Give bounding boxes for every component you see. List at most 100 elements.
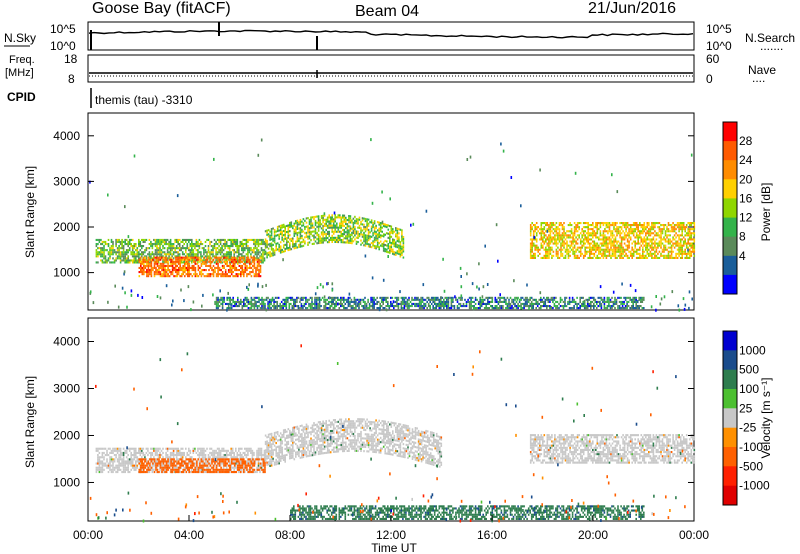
data-cell <box>184 271 186 274</box>
data-cell <box>264 298 266 301</box>
data-cell <box>557 252 559 255</box>
data-cell <box>287 298 289 301</box>
data-cell <box>605 236 608 239</box>
data-cell <box>557 254 559 257</box>
data-cell <box>620 238 623 241</box>
data-cell <box>319 235 321 238</box>
data-cell <box>177 271 180 274</box>
data-cell <box>285 300 288 303</box>
data-cell <box>585 252 588 255</box>
data-cell <box>259 269 262 272</box>
data-cell <box>393 253 396 256</box>
data-cell <box>654 256 656 259</box>
data-cell <box>238 300 241 303</box>
data-cell <box>602 238 605 241</box>
data-cell <box>279 228 282 231</box>
data-cell <box>201 247 204 250</box>
data-cell <box>616 226 618 229</box>
data-cell <box>199 256 201 259</box>
data-cell <box>323 222 326 225</box>
data-cell <box>343 224 346 227</box>
data-cell <box>247 266 250 269</box>
data-cell <box>146 262 148 265</box>
data-cell <box>511 307 513 310</box>
data-cell <box>160 243 163 246</box>
data-cell <box>502 149 505 153</box>
data-cell <box>313 216 315 219</box>
data-cell <box>648 228 650 231</box>
data-cell <box>541 300 544 303</box>
data-cell <box>346 241 349 244</box>
data-cell <box>511 300 513 303</box>
data-cell <box>115 243 117 246</box>
data-cell <box>148 247 151 250</box>
data-cell <box>320 215 323 218</box>
data-cell <box>403 296 406 299</box>
data-cell <box>242 255 245 258</box>
data-cell <box>257 238 260 241</box>
data-cell <box>631 246 633 249</box>
data-cell <box>243 273 245 276</box>
data-cell <box>593 305 595 308</box>
data-cell <box>614 296 616 299</box>
data-cell <box>130 451 132 454</box>
data-cell <box>624 298 627 301</box>
data-cell <box>677 304 680 308</box>
data-cell <box>645 248 647 251</box>
data-cell <box>122 471 125 474</box>
data-cell <box>246 266 248 269</box>
data-cell <box>223 256 225 259</box>
data-cell <box>317 233 320 236</box>
data-cell <box>389 233 391 236</box>
data-cell <box>336 224 338 227</box>
data-cell <box>545 240 547 243</box>
data-cell <box>165 240 167 243</box>
data-cell <box>268 298 271 301</box>
data-cell <box>672 222 674 225</box>
data-cell <box>284 233 286 236</box>
data-cell <box>314 240 317 243</box>
data-cell <box>374 298 377 301</box>
data-cell <box>118 460 120 463</box>
data-cell <box>165 275 168 278</box>
data-cell <box>241 307 244 310</box>
data-cell <box>358 298 360 301</box>
data-cell <box>209 256 212 259</box>
data-cell <box>260 138 263 142</box>
data-cell <box>247 255 249 258</box>
data-cell <box>586 307 589 310</box>
data-cell <box>279 305 281 308</box>
data-cell <box>373 246 376 249</box>
data-cell <box>331 234 333 237</box>
data-cell <box>563 242 565 245</box>
data-cell <box>130 454 132 457</box>
data-cell <box>623 307 625 310</box>
data-cell <box>584 236 586 239</box>
data-cell <box>616 240 618 243</box>
data-cell <box>259 264 262 267</box>
data-cell <box>207 251 210 254</box>
data-cell <box>172 247 175 250</box>
data-cell <box>139 245 142 248</box>
data-cell <box>480 300 483 303</box>
data-cell <box>510 176 513 179</box>
data-cell <box>305 298 307 301</box>
data-cell <box>561 248 564 251</box>
data-cell <box>192 253 195 256</box>
data-cell <box>643 228 646 231</box>
data-cell <box>667 240 670 243</box>
data-cell <box>209 273 212 276</box>
data-cell <box>273 302 275 305</box>
data-cell <box>358 233 361 236</box>
data-cell <box>151 247 154 250</box>
data-cell <box>360 239 362 242</box>
data-cell <box>630 300 633 303</box>
data-cell <box>444 296 447 299</box>
data-cell <box>106 249 108 252</box>
data-cell <box>546 298 548 301</box>
data-cell <box>141 245 143 248</box>
data-cell <box>663 254 665 257</box>
data-cell <box>664 246 667 249</box>
data-cell <box>192 255 195 258</box>
data-cell <box>119 447 122 450</box>
